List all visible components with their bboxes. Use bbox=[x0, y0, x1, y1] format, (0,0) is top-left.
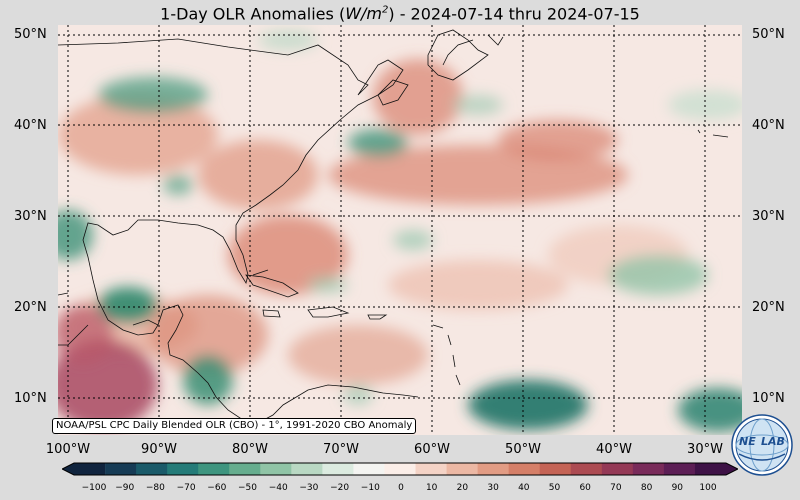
lat-label-40n-left: 40°N bbox=[14, 118, 47, 133]
lat-label-20n-right: 20°N bbox=[752, 300, 785, 315]
lon-label-90w: 90°W bbox=[141, 442, 177, 457]
colorbar-tick-label: −80 bbox=[145, 483, 165, 493]
colorbar-cell bbox=[570, 463, 603, 475]
colorbar-cell bbox=[446, 463, 479, 475]
logo-text-right: LAB bbox=[761, 435, 785, 448]
colorbar-tick-label: −90 bbox=[115, 483, 135, 493]
logo-text-left: NE bbox=[739, 435, 756, 448]
colorbar-tick-label: 60 bbox=[579, 483, 591, 493]
colorbar-cell bbox=[62, 463, 106, 475]
lat-label-10n-left: 10°N bbox=[14, 391, 47, 406]
colorbar-cell bbox=[167, 463, 199, 475]
colorbar-outline bbox=[62, 462, 738, 476]
lon-label-40w: 40°W bbox=[596, 442, 632, 457]
colorbar-cell bbox=[632, 463, 665, 475]
coastlines bbox=[58, 29, 729, 424]
lon-label-30w: 30°W bbox=[687, 442, 723, 457]
colorbar-cell bbox=[198, 463, 230, 475]
colorbar-tick-label: −50 bbox=[238, 483, 257, 493]
colorbar-cell bbox=[508, 463, 541, 475]
colorbar-tick-label: 20 bbox=[456, 483, 469, 493]
lon-label-50w: 50°W bbox=[505, 442, 541, 457]
colorbar-tick-label: −10 bbox=[360, 483, 380, 493]
colorbar-cell bbox=[353, 463, 385, 475]
colorbar-tick-label: −60 bbox=[207, 483, 227, 493]
lon-label-80w: 80°W bbox=[232, 442, 268, 457]
colorbar-tick-label: −20 bbox=[330, 483, 350, 493]
lon-label-70w: 70°W bbox=[323, 442, 359, 457]
lat-label-20n-left: 20°N bbox=[14, 300, 47, 315]
colorbar-cell bbox=[663, 463, 696, 475]
colorbar-cell bbox=[105, 463, 137, 475]
lat-label-50n-left: 50°N bbox=[14, 27, 47, 42]
colorbar-tick-label: 50 bbox=[548, 483, 561, 493]
lat-label-30n-left: 30°N bbox=[14, 209, 47, 224]
anomaly-field bbox=[58, 25, 742, 435]
nexlab-logo: NE LAB bbox=[731, 414, 793, 476]
colorbar-cell bbox=[291, 463, 323, 475]
colorbar-tick-label: 0 bbox=[398, 483, 404, 493]
colorbar-tick-label: −70 bbox=[176, 483, 196, 493]
colorbar bbox=[62, 462, 738, 476]
colorbar-cell bbox=[260, 463, 292, 475]
lat-label-10n-right: 10°N bbox=[752, 391, 785, 406]
colorbar-tick-label: −100 bbox=[81, 483, 107, 493]
colorbar-cell bbox=[229, 463, 261, 475]
lon-label-60w: 60°W bbox=[414, 442, 450, 457]
colorbar-cell bbox=[415, 463, 448, 475]
colorbar-cell bbox=[322, 463, 354, 475]
colorbar-cell bbox=[539, 463, 572, 475]
data-credit-label: NOAA/PSL CPC Daily Blended OLR (CBO) - 1… bbox=[52, 418, 417, 434]
colorbar-tick-label: 90 bbox=[671, 483, 684, 493]
colorbar-tick-label: 80 bbox=[640, 483, 653, 493]
colorbar-tick-label: 30 bbox=[487, 483, 499, 493]
lat-label-40n-right: 40°N bbox=[752, 118, 785, 133]
colorbar-cell bbox=[477, 463, 510, 475]
colorbar-tick-label: 70 bbox=[610, 483, 622, 493]
colorbar-tick-label: 100 bbox=[699, 483, 717, 493]
map-title: 1-Day OLR Anomalies (W/m2) - 2024-07-14 … bbox=[160, 4, 640, 24]
colorbar-tick-label: 10 bbox=[425, 483, 438, 493]
lat-label-50n-right: 50°N bbox=[752, 27, 785, 42]
lon-label-100w: 100°W bbox=[45, 442, 91, 457]
colorbar-cell bbox=[384, 463, 417, 475]
colorbar-cell bbox=[694, 463, 738, 475]
graticule bbox=[58, 25, 742, 435]
colorbar-cell bbox=[601, 463, 634, 475]
colorbar-cell bbox=[136, 463, 168, 475]
lat-label-30n-right: 30°N bbox=[752, 209, 785, 224]
colorbar-tick-label: 40 bbox=[518, 483, 530, 493]
colorbar-tick-label: −30 bbox=[299, 483, 319, 493]
colorbar-tick-label: −40 bbox=[268, 483, 288, 493]
olr-anomaly-map bbox=[58, 25, 742, 435]
